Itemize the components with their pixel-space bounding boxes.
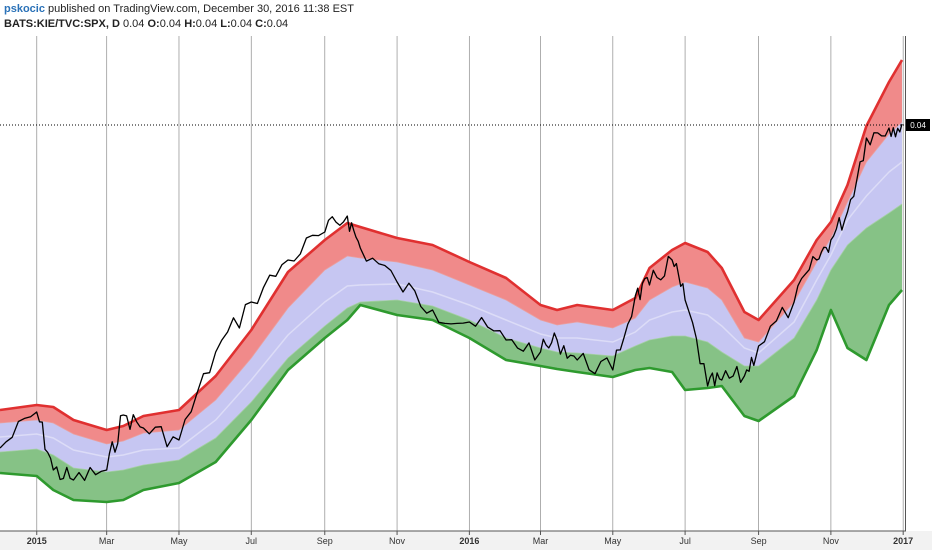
close-value: 0.04 [266,18,289,30]
price-tag-label: 0.04 [910,121,926,130]
lower-inner-line [0,203,903,473]
tick-label-5: Nov [389,536,406,546]
low-value: 0.04 [230,18,253,30]
price-tag-box [906,119,930,131]
bands-layer [0,59,904,504]
upper-band-line [0,59,904,432]
tick-label-0: 2015 [27,536,47,546]
chart-header: pskocic published on TradingView.com, De… [4,2,904,36]
author-link[interactable]: pskocic [4,3,45,15]
lower-band-line [0,289,903,504]
tick-label-8: May [604,536,622,546]
high-key: H: [184,18,196,30]
publish-text: published on TradingView.com, December 3… [48,3,354,15]
tick-label-3: Jul [246,536,258,546]
time-axis: 2015 Mar May Jul Sep Nov 2016 Mar May Jul Sep Nov 20… [27,531,913,546]
tick-label-1: Mar [99,536,115,546]
tick-label-9: Jul [679,536,691,546]
high-value: 0.04 [195,18,218,30]
close-key: C: [255,18,267,30]
publish-info: pskocic published on TradingView.com, De… [4,2,904,17]
tick-label-6: 2016 [459,536,479,546]
symbol-label[interactable]: BATS:KIE/TVC:SPX, D [4,18,120,30]
tick-label-11: Nov [823,536,840,546]
open-value: 0.04 [159,18,182,30]
legend-line: BATS:KIE/TVC:SPX, D 0.04 O:0.04 H:0.04 L… [4,17,904,32]
price-series-line [0,123,903,482]
tick-label-4: Sep [317,536,333,546]
price-layer [0,123,903,482]
open-key: O: [147,18,160,30]
tick-label-2: May [170,536,188,546]
lower-band-fill [0,204,902,502]
tick-label-12: 2017 [893,536,913,546]
low-key: L: [220,18,231,30]
tick-label-7: Mar [533,536,549,546]
middle-band-fill [0,122,902,472]
midline [0,161,903,458]
time-axis-bg [0,531,932,550]
current-value: 0.04 [122,18,145,30]
price-tag: 0.04 [906,119,930,131]
tick-label-10: Sep [751,536,767,546]
